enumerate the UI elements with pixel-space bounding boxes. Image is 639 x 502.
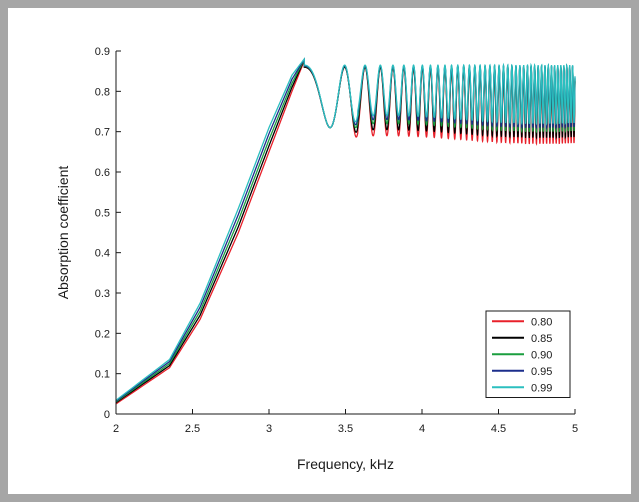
x-tick-label: 3.5 (338, 423, 353, 435)
series-line-0-99 (115, 57, 576, 401)
legend-label: 0.90 (531, 349, 552, 361)
legend-label: 0.99 (531, 382, 552, 394)
legend-label: 0.80 (531, 316, 552, 328)
absorption-chart: 2 2.5 3 3.5 4 4.5 5 0 0.1 0.2 0.3 0.4 0.5 0.6 0.7 0.8 0.… (55, 46, 578, 472)
y-tick-label: 0.5 (95, 207, 110, 219)
x-tick-label: 3 (266, 423, 272, 435)
y-tick-label: 0.9 (95, 46, 110, 58)
y-axis-label: Absorption coefficient (55, 166, 71, 300)
y-tick-label: 0.1 (95, 369, 110, 381)
legend-label: 0.85 (531, 333, 552, 345)
x-tick-label: 2.5 (185, 423, 200, 435)
x-tick-label: 5 (572, 423, 578, 435)
y-tick-label: 0.8 (95, 86, 110, 98)
y-tick-label: 0 (104, 409, 110, 421)
y-tick-label: 0.2 (95, 328, 110, 340)
legend-label: 0.95 (531, 366, 552, 378)
x-tick-label: 2 (113, 423, 119, 435)
figure-frame: 2 2.5 3 3.5 4 4.5 5 0 0.1 0.2 0.3 0.4 0.5 0.6 0.7 0.8 0.… (8, 8, 631, 494)
x-tick-label: 4 (419, 423, 425, 435)
y-tick-label: 0.3 (95, 288, 110, 300)
y-tick-label: 0.6 (95, 167, 110, 179)
x-tick-label: 4.5 (491, 423, 506, 435)
y-tick-label: 0.4 (95, 248, 110, 260)
x-axis-label: Frequency, kHz (297, 456, 394, 472)
y-tick-label: 0.7 (95, 127, 110, 139)
